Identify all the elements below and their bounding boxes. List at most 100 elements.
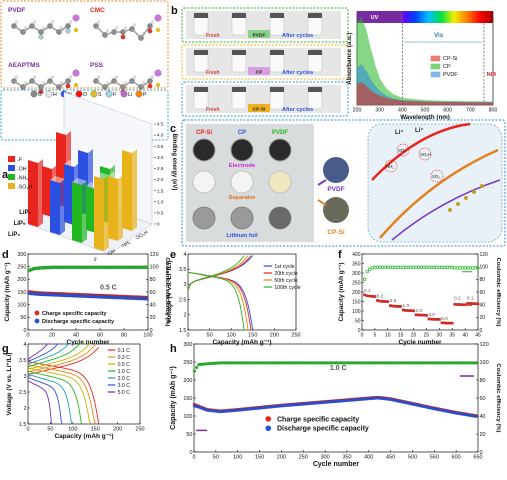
molecule-ball-stick-pvdf xyxy=(11,14,80,40)
y-tick-label: 250 xyxy=(352,280,361,286)
legend-label: 100th cycle xyxy=(274,285,300,291)
x-tick-label: 200 xyxy=(277,455,286,461)
capacity-marker xyxy=(373,295,377,298)
x-tick-label: 60 xyxy=(97,333,103,339)
charge-curve xyxy=(27,343,83,368)
x-tick-label: 35 xyxy=(449,333,455,339)
capacity-marker xyxy=(461,303,464,307)
atom-h xyxy=(41,81,46,85)
capacity-marker xyxy=(466,302,469,305)
atom-h xyxy=(32,20,37,24)
functional-group-label: SO₃H xyxy=(420,152,431,157)
ce-marker xyxy=(378,265,382,269)
ce-marker xyxy=(368,267,372,271)
vial-photo-row: Fresh After cycles PVDF xyxy=(186,11,341,39)
legend-swatch xyxy=(8,174,15,180)
spectrum-bar xyxy=(402,11,493,23)
legend-label: Discharge specific capacity xyxy=(42,319,115,325)
y-tick-label: 0 xyxy=(189,450,192,456)
capacity-marker xyxy=(456,303,459,306)
y2-tick-label: 20 xyxy=(150,315,156,321)
y2-tick-label: 60 xyxy=(480,396,486,402)
legend-marker xyxy=(265,416,272,422)
atom-hetero xyxy=(65,83,71,89)
x-tick-label: 350 xyxy=(342,455,351,461)
legend-label: -SO₃H xyxy=(17,185,32,191)
vial-cap xyxy=(232,50,246,55)
y-tick-label: 200 xyxy=(352,290,361,296)
bar3d-top xyxy=(28,156,43,163)
x-tick-label: 400 xyxy=(398,108,407,114)
x-tick-label: 45 xyxy=(475,333,481,339)
x-tick-label: 500 xyxy=(408,455,417,461)
atom-legend-swatch xyxy=(90,90,98,98)
legend-label: 0.5 C xyxy=(118,362,131,368)
atom-legend-label: H xyxy=(53,92,57,98)
y-tick-label: 1.5 xyxy=(19,422,27,428)
rate-label: 2.0 xyxy=(415,308,422,314)
li-ion-label: Li⁺ xyxy=(395,129,404,136)
y-tick-label: 1.5 xyxy=(179,328,187,334)
bar3d-front xyxy=(64,164,74,225)
atom-legend-swatch xyxy=(30,90,38,98)
capacity-marker xyxy=(450,321,454,325)
z-tick-label: 2.0 xyxy=(157,177,164,182)
ce-marker xyxy=(404,265,408,269)
x-tick-label: 250 xyxy=(291,333,300,339)
z-tick-label: 3.5 xyxy=(157,144,164,149)
x-tick-label: 100 xyxy=(68,427,77,433)
y-axis-label: Absorbance (a.u.) xyxy=(346,32,353,84)
legend-label: 3.0 C xyxy=(118,383,131,389)
y2-tick-label: 0 xyxy=(150,328,153,334)
discharge-curve xyxy=(27,380,53,425)
uv-label: UV xyxy=(371,15,379,21)
x-tick-label: 200 xyxy=(270,333,279,339)
legend-label: 2.0 C xyxy=(118,376,131,382)
z-tick-label: 4.0 xyxy=(157,133,164,138)
bar3d-top xyxy=(108,172,123,179)
ce-marker xyxy=(409,265,413,269)
atom-h xyxy=(59,26,64,30)
x-tick-label: 150 xyxy=(255,455,264,461)
capacity-marker xyxy=(386,300,390,303)
bar3d-top xyxy=(122,146,137,153)
li-atom xyxy=(154,14,162,22)
bar3d-front xyxy=(72,182,82,243)
atom-h xyxy=(50,20,55,24)
ce-marker xyxy=(399,265,403,269)
ce-marker xyxy=(422,265,426,269)
plot-frame xyxy=(27,343,141,425)
x-axis-label: Wavelength (nm) xyxy=(400,114,450,121)
z-tick-label: 3.0 xyxy=(157,155,164,160)
rate-capability-chart-f: 0 5 10 15 20 25 30 35 40 450501001502002503003504… xyxy=(338,252,501,346)
x-tick-label: 15 xyxy=(398,333,404,339)
atom-legend-label: P xyxy=(143,92,147,98)
capacity-marker xyxy=(368,294,372,298)
x-tick-label: 600 xyxy=(443,108,452,114)
vial-cap xyxy=(308,13,322,18)
capacity-marker xyxy=(394,304,397,308)
tag-swatch xyxy=(248,30,270,38)
capacity-marker xyxy=(404,309,408,312)
x-tick-label: 100 xyxy=(143,333,152,339)
atom-hetero xyxy=(147,28,153,34)
after-cycles-label: After cycles xyxy=(282,107,313,113)
y2-tick-label: 0 xyxy=(480,450,483,456)
x-tick-label: 0 xyxy=(26,427,29,433)
bar3d-front xyxy=(42,166,52,217)
atom-h xyxy=(114,26,119,30)
capacity-marker xyxy=(401,308,405,312)
binding-energy-3d-bar-chart: 0 0.5 1.0 1.5 2.0 2.5 3.0 3.5 4.0 4.5 Binding ener… xyxy=(8,91,177,264)
atom-h xyxy=(23,81,28,85)
polysulfide xyxy=(448,208,452,212)
s-atom xyxy=(73,27,79,33)
capacity-marker xyxy=(419,313,423,317)
atom-h xyxy=(105,81,110,85)
li-atom xyxy=(154,69,162,77)
y-tick-label: 300 xyxy=(352,271,361,277)
legend-label: 0.2 C xyxy=(118,355,131,361)
rate-label: 0.2 xyxy=(454,296,461,302)
arrow xyxy=(317,179,327,186)
charge-curve xyxy=(27,344,96,373)
